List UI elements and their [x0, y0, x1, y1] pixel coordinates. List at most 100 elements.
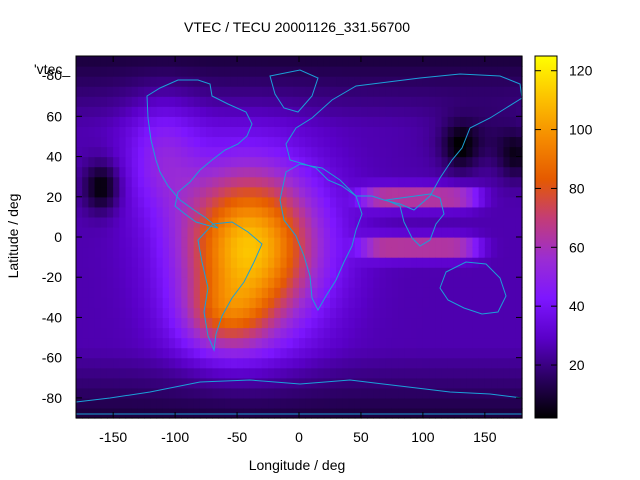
- heatmap-cell: [268, 126, 275, 138]
- heatmap-cell: [261, 317, 269, 329]
- heatmap-cell: [82, 176, 89, 188]
- heatmap-cell: [131, 216, 139, 228]
- heatmap-cell: [447, 347, 455, 359]
- heatmap-cell: [391, 196, 399, 208]
- heatmap-cell: [435, 377, 443, 389]
- heatmap-cell: [193, 337, 201, 349]
- heatmap-cell: [168, 156, 176, 168]
- heatmap-cell: [168, 257, 176, 268]
- heatmap-cell: [491, 66, 498, 77]
- heatmap-cell: [404, 86, 412, 97]
- heatmap-cell: [509, 196, 517, 208]
- heatmap-cell: [410, 257, 418, 268]
- heatmap-cell: [317, 327, 325, 339]
- heatmap-cell: [348, 267, 356, 278]
- heatmap-cell: [385, 387, 393, 399]
- heatmap-cell: [162, 126, 170, 138]
- heatmap-cell: [255, 247, 263, 258]
- heatmap-cell: [429, 156, 436, 168]
- heatmap-cell: [317, 307, 325, 319]
- heatmap-cell: [243, 387, 251, 399]
- heatmap-cell: [199, 196, 207, 208]
- heatmap-cell: [379, 76, 387, 87]
- heatmap-cell: [379, 136, 387, 148]
- heatmap-cell: [113, 96, 120, 107]
- heatmap-cell: [261, 146, 269, 158]
- heatmap-cell: [329, 357, 337, 369]
- heatmap-cell: [162, 66, 170, 77]
- heatmap-cell: [168, 267, 176, 278]
- heatmap-cell: [193, 226, 201, 238]
- heatmap-cell: [385, 287, 393, 298]
- heatmap-cell: [299, 86, 306, 97]
- heatmap-cell: [274, 357, 282, 369]
- heatmap-cell: [435, 357, 443, 369]
- heatmap-cell: [336, 337, 343, 349]
- heatmap-cell: [491, 206, 498, 218]
- heatmap-cell: [206, 317, 213, 329]
- heatmap-cell: [187, 136, 195, 148]
- heatmap-cell: [243, 247, 251, 258]
- heatmap-cell: [478, 206, 486, 218]
- heatmap-cell: [497, 186, 505, 198]
- heatmap-cell: [323, 76, 331, 87]
- heatmap-cell: [360, 56, 368, 67]
- heatmap-cell: [94, 267, 102, 278]
- heatmap-cell: [156, 96, 164, 107]
- heatmap-cell: [237, 337, 244, 349]
- heatmap-cell: [515, 126, 523, 138]
- heatmap-cell: [379, 297, 387, 308]
- heatmap-cell: [422, 377, 430, 389]
- heatmap-cell: [354, 86, 362, 97]
- heatmap-cell: [224, 96, 232, 107]
- heatmap-cell: [367, 226, 374, 238]
- heatmap-cell: [329, 237, 337, 248]
- heatmap-cell: [237, 287, 244, 298]
- heatmap-cell: [125, 237, 133, 248]
- y-tick-label: -80: [42, 390, 62, 406]
- heatmap-cell: [249, 136, 257, 148]
- heatmap-cell: [367, 146, 374, 158]
- heatmap-cell: [156, 56, 164, 67]
- heatmap-cell: [342, 106, 350, 117]
- heatmap-cell: [416, 146, 424, 158]
- heatmap-cell: [447, 327, 455, 339]
- heatmap-cell: [497, 307, 505, 319]
- heatmap-cell: [478, 126, 486, 138]
- heatmap-cell: [286, 116, 294, 127]
- heatmap-cell: [249, 96, 257, 107]
- heatmap-cell: [292, 186, 300, 198]
- heatmap-cell: [491, 407, 498, 419]
- heatmap-cell: [268, 186, 275, 198]
- heatmap-cell: [106, 226, 114, 238]
- heatmap-cell: [515, 307, 523, 319]
- heatmap-cell: [342, 126, 350, 138]
- heatmap-cell: [447, 176, 455, 188]
- heatmap-cell: [199, 337, 207, 349]
- heatmap-cell: [218, 96, 226, 107]
- heatmap-cell: [317, 407, 325, 419]
- heatmap-cell: [404, 357, 412, 369]
- heatmap-cell: [156, 186, 164, 198]
- heatmap-cell: [268, 357, 275, 369]
- heatmap-cell: [441, 367, 449, 379]
- heatmap-cell: [299, 136, 306, 148]
- heatmap-cell: [76, 116, 83, 127]
- heatmap-cell: [131, 277, 139, 288]
- heatmap-cell: [193, 156, 201, 168]
- heatmap-cell: [150, 337, 158, 349]
- heatmap-cell: [472, 136, 480, 148]
- heatmap-cell: [503, 327, 511, 339]
- heatmap-cell: [193, 66, 201, 77]
- heatmap-cell: [268, 237, 275, 248]
- heatmap-cell: [360, 186, 368, 198]
- heatmap-cell: [274, 257, 282, 268]
- heatmap-cell: [360, 317, 368, 329]
- heatmap-cell: [88, 357, 96, 369]
- heatmap-cell: [243, 377, 251, 389]
- heatmap-cell: [261, 347, 269, 359]
- heatmap-cell: [230, 317, 238, 329]
- heatmap-cell: [478, 146, 486, 158]
- heatmap-cell: [82, 226, 89, 238]
- heatmap-cell: [113, 347, 120, 359]
